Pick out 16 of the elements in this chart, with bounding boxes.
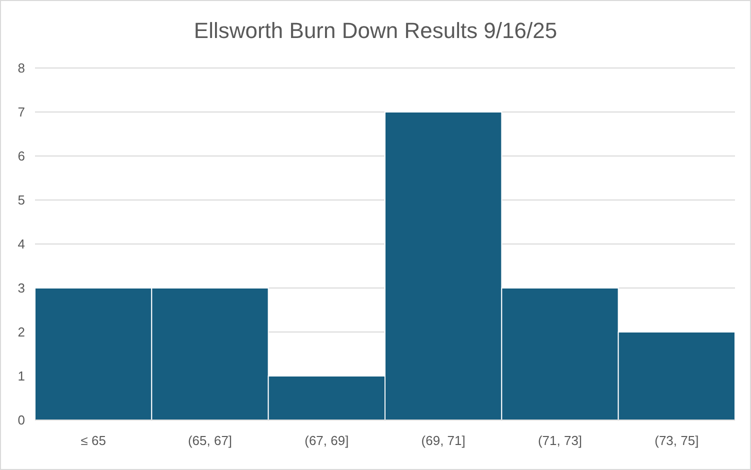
- chart-title: Ellsworth Burn Down Results 9/16/25: [194, 18, 558, 43]
- y-tick-label: 5: [18, 192, 25, 208]
- y-tick-label: 7: [18, 104, 25, 120]
- x-tick-label: (67, 69]: [304, 433, 349, 448]
- x-tick-label: (65, 67]: [188, 433, 232, 448]
- y-tick-label: 6: [18, 148, 25, 164]
- x-tick-label: (69, 71]: [421, 433, 466, 448]
- y-tick-label: 0: [18, 412, 25, 428]
- x-tick-label: ≤ 65: [80, 433, 106, 448]
- y-tick-label: 8: [18, 60, 25, 76]
- y-tick-label: 2: [18, 324, 25, 340]
- x-tick-label: (71, 73]: [538, 433, 582, 448]
- x-tick-label: (73, 75]: [654, 433, 699, 448]
- y-tick-label: 1: [18, 368, 25, 384]
- y-tick-label: 3: [18, 280, 25, 296]
- y-tick-label: 4: [18, 236, 25, 252]
